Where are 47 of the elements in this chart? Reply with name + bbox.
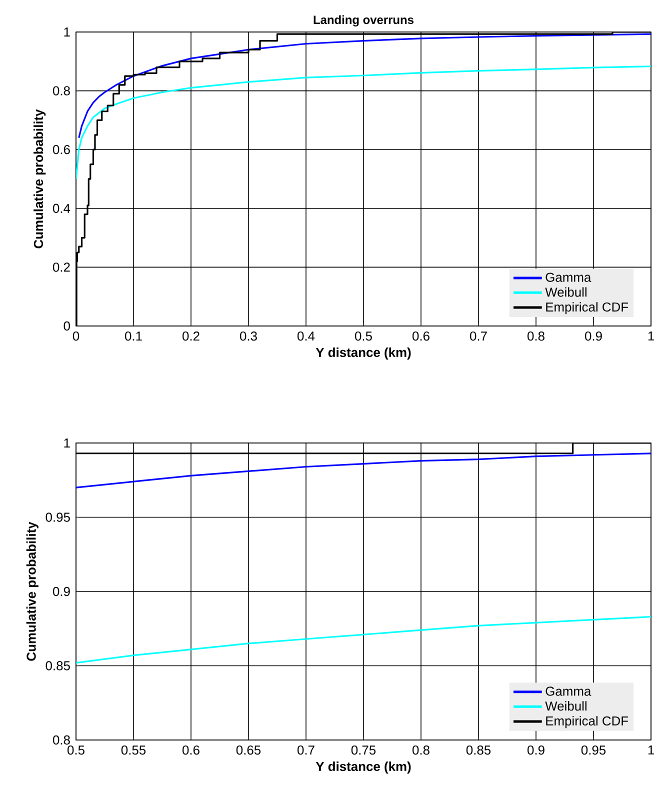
y-axis-title: Cumulative probability [26, 522, 38, 661]
y-tick-label: 0.2 [52, 262, 70, 272]
x-tick-label: 0.4 [298, 332, 315, 341]
line-series [78, 33, 651, 139]
x-tick-label: 0.95 [581, 746, 606, 755]
y-tick-label: 0.95 [46, 512, 70, 522]
x-tick-label: 0.8 [528, 332, 544, 341]
x-axis-title: Y distance (km) [316, 348, 411, 360]
legend-label: Gamma [546, 272, 592, 282]
line-series [76, 66, 651, 180]
x-tick-label: 1 [648, 332, 654, 340]
x-tick-label: 0.5 [355, 332, 372, 341]
line-series [76, 452, 651, 488]
x-tick-label: 0.1 [124, 332, 142, 341]
y-tick-label: 0.8 [52, 86, 70, 96]
y-axis-title: Cumulative probability [34, 109, 46, 248]
y-tick-label: 0.85 [46, 661, 70, 670]
x-tick-label: 0.6 [412, 332, 430, 341]
x-tick-label: 0.5 [67, 746, 84, 755]
chart-title: Landing overruns [314, 15, 414, 26]
y-tick-label: 0.6 [52, 145, 70, 154]
legend-label: Weibull [545, 287, 586, 297]
y-tick-label: 0.9 [52, 586, 70, 596]
y-tick-label: 1 [64, 438, 70, 448]
y-tick-label: 0.4 [52, 204, 70, 213]
x-tick-label: 0.6 [182, 746, 200, 755]
x-tick-label: 0.7 [298, 746, 314, 755]
legend-label: Weibull [545, 701, 586, 711]
x-tick-label: 0 [72, 332, 80, 341]
x-tick-label: 0.2 [182, 332, 200, 341]
x-tick-label: 0.9 [528, 746, 544, 755]
x-tick-label: 1 [648, 746, 654, 754]
y-tick-label: 1 [64, 28, 70, 36]
y-tick-label: 0 [64, 321, 70, 331]
x-tick-label: 0.65 [236, 746, 261, 755]
legend-label: Gamma [546, 686, 592, 696]
x-axis-title: Y distance (km) [316, 762, 411, 774]
x-tick-label: 0.3 [240, 332, 257, 341]
x-tick-label: 0.85 [466, 746, 491, 755]
x-tick-label: 0.55 [121, 746, 146, 755]
legend-label: Empirical CDF [546, 716, 628, 728]
x-tick-label: 0.75 [351, 746, 376, 755]
x-tick-label: 0.7 [470, 332, 487, 341]
x-tick-label: 0.8 [412, 746, 430, 755]
y-tick-label: 0.8 [52, 735, 70, 745]
legend-label: Empirical CDF [546, 302, 628, 314]
x-tick-label: 0.9 [585, 332, 602, 341]
